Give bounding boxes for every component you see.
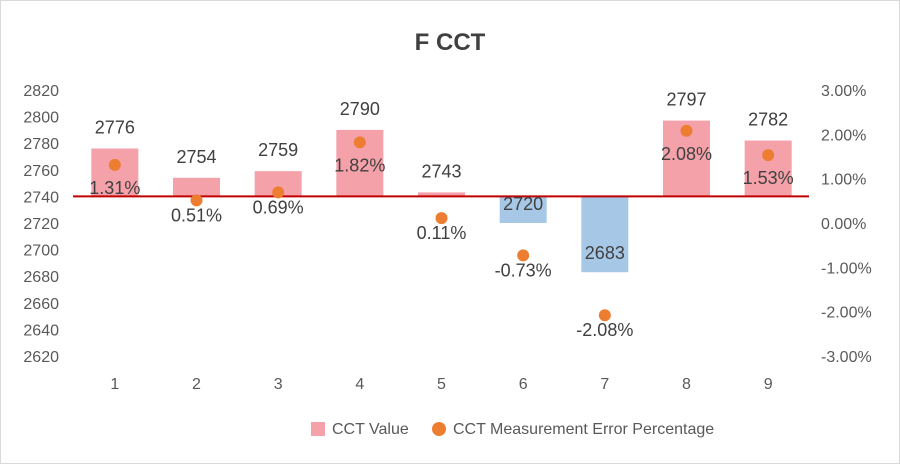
legend: CCT Value CCT Measurement Error Percenta… — [311, 421, 714, 438]
error-percentage-label: 2.08% — [661, 144, 712, 164]
cct-value-label: 2782 — [748, 110, 788, 130]
cct-value-bar — [173, 177, 220, 197]
x-axis-tick-label: 4 — [355, 376, 364, 393]
left-axis-tick-label: 2720 — [23, 216, 59, 233]
x-axis-tick-label: 9 — [764, 376, 773, 393]
left-axis-tick-label: 2800 — [23, 110, 59, 127]
chart-title: F CCT — [415, 29, 486, 56]
legend-error-percentage-label: CCT Measurement Error Percentage — [453, 421, 714, 438]
x-axis-tick-label: 7 — [600, 376, 609, 393]
left-axis-tick-label: 2700 — [23, 243, 59, 260]
cct-value-label: 2720 — [503, 194, 543, 214]
bar-series — [91, 120, 792, 273]
x-axis-tick-label: 3 — [274, 376, 283, 393]
error-percentage-label: -2.08% — [576, 320, 633, 340]
left-axis-tick-label: 2680 — [23, 269, 59, 286]
legend-cct-value-swatch — [311, 422, 325, 436]
x-axis-tick-label: 1 — [110, 376, 119, 393]
cct-value-label: 2776 — [95, 118, 135, 138]
error-percentage-point — [272, 186, 285, 199]
x-axis-tick-label: 2 — [192, 376, 201, 393]
right-axis-tick-label: -1.00% — [821, 260, 872, 277]
left-axis: 2620 2640 2660 2680 2700 2720 2740 2760 2780 2800… — [23, 83, 59, 366]
error-percentage-point — [190, 194, 203, 207]
cct-value-label: 2683 — [585, 243, 625, 263]
cct-value-bar — [499, 196, 547, 223]
cct-value-label: 2790 — [340, 99, 380, 119]
cct-value-label: 2754 — [176, 147, 216, 167]
error-percentage-point — [762, 149, 775, 162]
scatter-data-labels: 1.31% 0.51% 0.69% 1.82% 0.11% -0.73% -2.08% 2.0… — [89, 144, 793, 340]
legend-cct-value-label: CCT Value — [332, 421, 409, 438]
left-axis-tick-label: 2760 — [23, 163, 59, 180]
x-axis: 1 2 3 4 5 6 7 8 9 — [110, 376, 772, 393]
right-axis-tick-label: -3.00% — [821, 349, 872, 366]
x-axis-tick-label: 5 — [437, 376, 446, 393]
cct-value-label: 2759 — [258, 140, 298, 160]
scatter-series — [108, 124, 775, 322]
error-percentage-label: -0.73% — [495, 260, 552, 280]
left-axis-tick-label: 2620 — [23, 349, 59, 366]
error-percentage-label: 1.82% — [334, 155, 385, 175]
left-axis-tick-label: 2820 — [23, 83, 59, 100]
x-axis-tick-label: 8 — [682, 376, 691, 393]
error-percentage-point — [435, 212, 448, 225]
cct-value-label: 2743 — [421, 161, 461, 181]
cct-value-bar — [581, 196, 629, 273]
error-percentage-label: 0.69% — [253, 197, 304, 217]
error-percentage-point — [680, 124, 693, 137]
left-axis-tick-label: 2660 — [23, 296, 59, 313]
error-percentage-point — [353, 136, 366, 149]
left-axis-tick-label: 2780 — [23, 136, 59, 153]
right-axis-tick-label: 2.00% — [821, 127, 866, 144]
cct-value-label: 2797 — [666, 90, 706, 110]
cct-value-bar — [91, 148, 139, 197]
right-axis-tick-label: 3.00% — [821, 83, 866, 100]
cct-value-bar — [418, 192, 465, 197]
legend-error-percentage-marker — [432, 422, 446, 436]
error-percentage-point — [108, 158, 121, 171]
error-percentage-point — [517, 249, 530, 262]
right-axis-tick-label: -2.00% — [821, 305, 872, 322]
right-axis: -3.00% -2.00% -1.00% 0.00% 1.00% 2.00% 3.00% — [821, 83, 872, 366]
right-axis-tick-label: 0.00% — [821, 216, 866, 233]
x-axis-tick-label: 6 — [519, 376, 528, 393]
left-axis-tick-label: 2740 — [23, 189, 59, 206]
error-percentage-point — [598, 309, 611, 322]
error-percentage-label: 0.51% — [171, 205, 222, 225]
error-percentage-label: 1.53% — [743, 168, 794, 188]
error-percentage-label: 1.31% — [89, 178, 140, 198]
bar-data-labels: 2776 2754 2759 2790 2743 2720 2683 2797 2782 — [95, 90, 788, 264]
left-axis-tick-label: 2640 — [23, 322, 59, 339]
right-axis-tick-label: 1.00% — [821, 172, 866, 189]
error-percentage-label: 0.11% — [417, 223, 467, 243]
